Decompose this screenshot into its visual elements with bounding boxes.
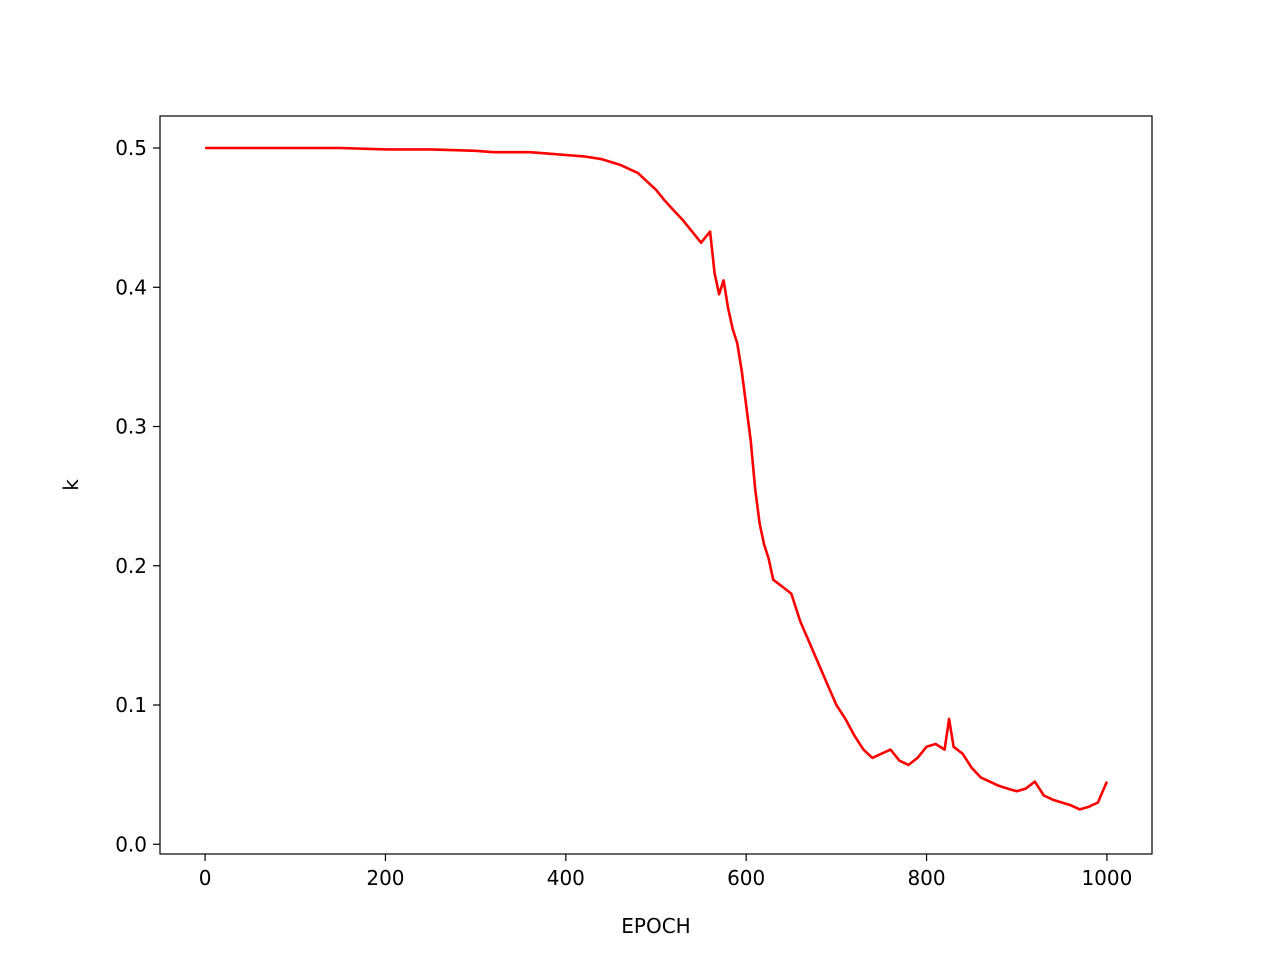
- x-tick-label: 400: [547, 866, 585, 890]
- y-axis-ticks: 0.0 0.1 0.2 0.3 0.4 0.5: [115, 136, 160, 856]
- y-tick-label: 0.0: [115, 832, 147, 856]
- x-tick-label: 600: [727, 866, 765, 890]
- y-tick-label: 0.4: [115, 275, 147, 299]
- x-tick-label: 200: [366, 866, 404, 890]
- x-tick-label: 1000: [1081, 866, 1132, 890]
- axes-frame: [159, 115, 1153, 855]
- x-axis-ticks: 0 200 400 600 800 1000: [199, 854, 1132, 890]
- x-tick-label: 0: [199, 866, 212, 890]
- y-axis-label: k: [59, 479, 83, 491]
- plot-area: [159, 115, 1153, 855]
- y-tick-label: 0.3: [115, 415, 147, 439]
- y-tick-label: 0.1: [115, 693, 147, 717]
- series-layer: [205, 146, 1109, 811]
- x-tick-label: 800: [907, 866, 945, 890]
- y-tick-label: 0.2: [115, 554, 147, 578]
- x-axis-label: EPOCH: [621, 914, 690, 938]
- series-line-0: [205, 146, 1109, 811]
- y-tick-label: 0.5: [115, 136, 147, 160]
